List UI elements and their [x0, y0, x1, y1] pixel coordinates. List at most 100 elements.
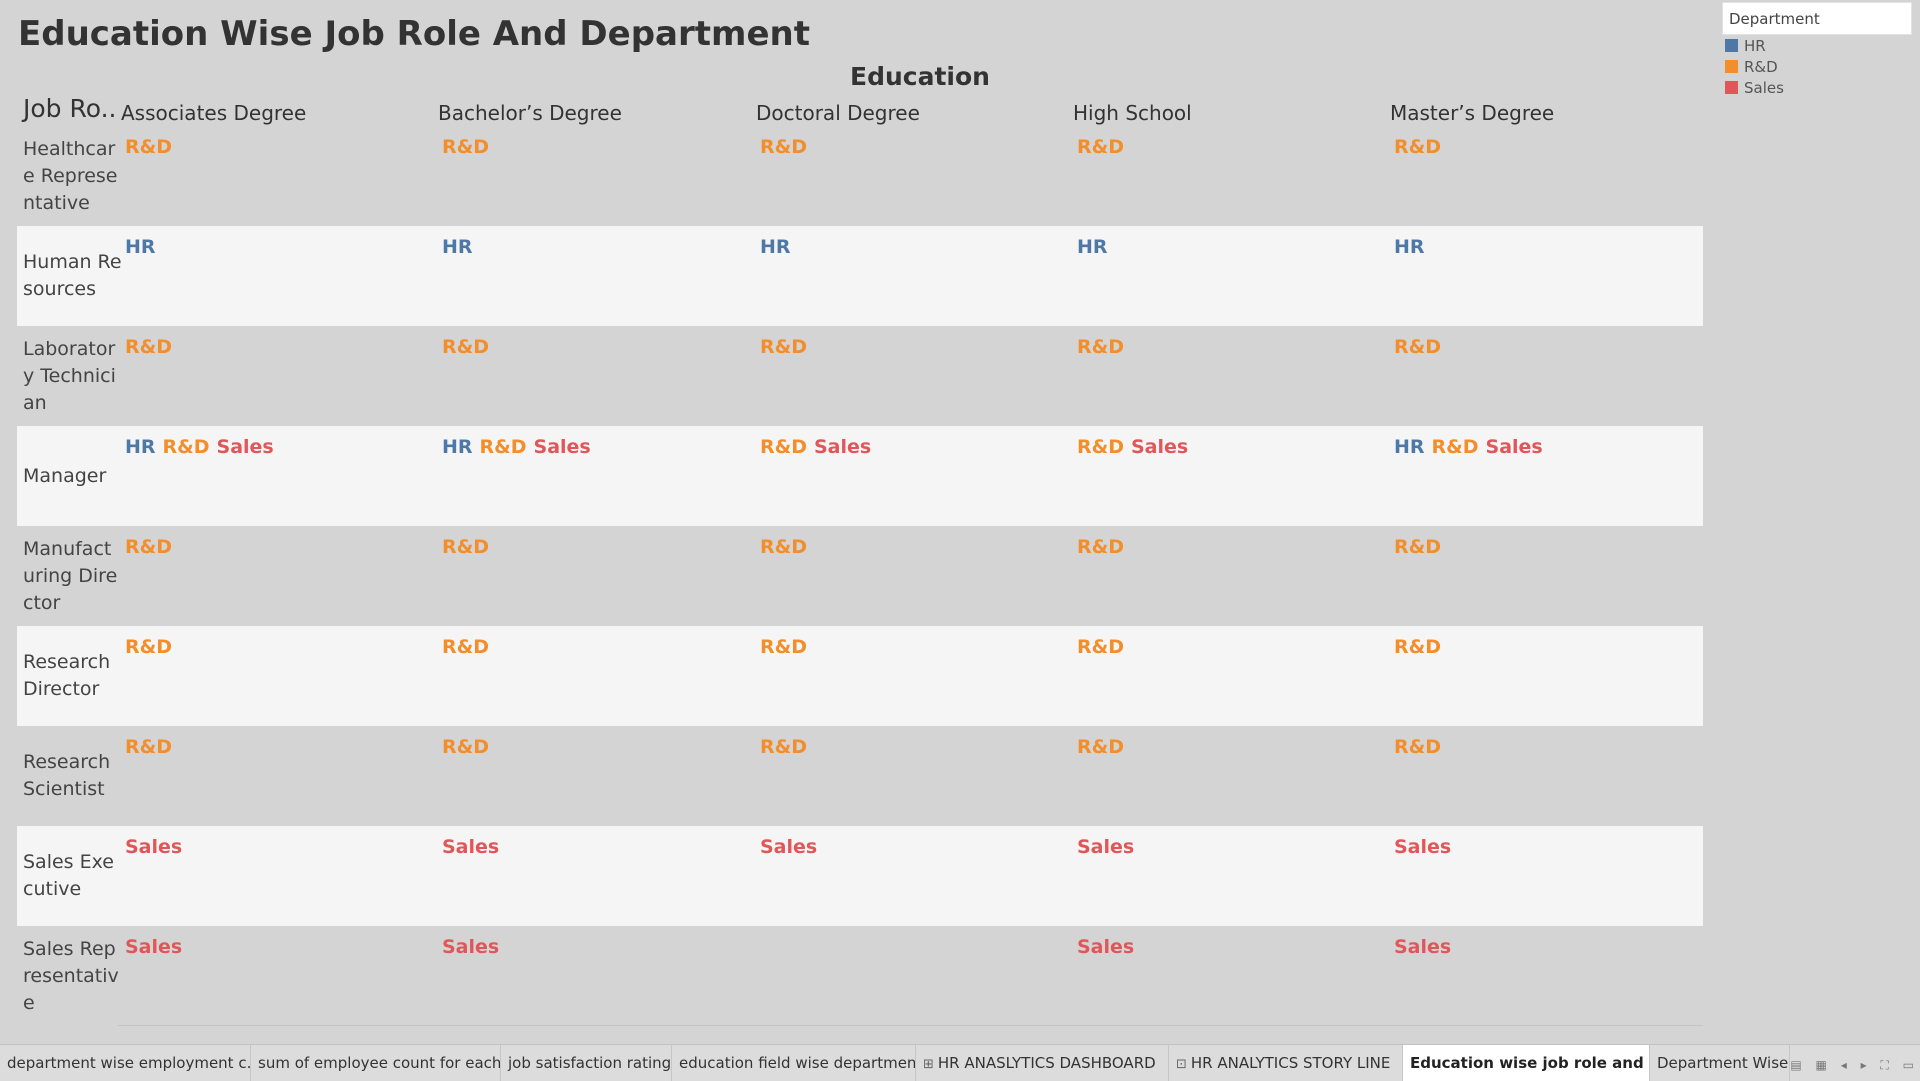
department-mark[interactable]: R&D	[760, 436, 807, 458]
sheet-tab[interactable]: ⊞ HR ANASLYTICS DASHBOARD	[916, 1045, 1169, 1081]
department-mark[interactable]: Sales	[216, 436, 274, 458]
department-mark[interactable]: R&D	[760, 636, 807, 658]
row-header[interactable]: Sales Representative	[23, 937, 119, 1014]
department-mark[interactable]: R&D	[760, 736, 807, 758]
department-mark[interactable]: R&D	[479, 436, 527, 458]
department-mark[interactable]: Sales	[1077, 836, 1135, 858]
department-mark[interactable]: R&D	[760, 536, 807, 558]
department-mark[interactable]: Sales	[760, 836, 818, 858]
row-header[interactable]: Sales Executive	[23, 851, 114, 900]
department-mark[interactable]: R&D	[442, 736, 489, 758]
department-mark[interactable]: R&D	[125, 736, 172, 758]
department-mark[interactable]: Sales	[125, 936, 183, 958]
department-mark[interactable]: R&D	[442, 136, 489, 158]
department-mark[interactable]: Sales	[813, 436, 872, 458]
next-tab-icon[interactable]: ▸	[1860, 1058, 1867, 1072]
department-mark[interactable]: HR	[125, 236, 156, 258]
legend-item[interactable]: R&D	[1725, 57, 1778, 77]
row-header[interactable]: Human Resources	[23, 251, 122, 300]
department-mark[interactable]: R&D	[1077, 536, 1124, 558]
table-cell: Sales	[1394, 836, 1458, 858]
department-mark[interactable]: HR	[442, 436, 473, 458]
department-mark[interactable]: Sales	[125, 836, 183, 858]
department-mark[interactable]: Sales	[533, 436, 591, 458]
department-mark[interactable]: Sales	[1394, 936, 1452, 958]
department-mark[interactable]: R&D	[1394, 736, 1441, 758]
department-mark[interactable]: Sales	[1394, 836, 1452, 858]
table-cell: R&D	[125, 536, 179, 558]
department-mark[interactable]: R&D	[125, 536, 172, 558]
department-mark[interactable]: R&D	[125, 136, 172, 158]
department-mark[interactable]: R&D	[1077, 336, 1124, 358]
filmstrip-icon[interactable]: ▦	[1815, 1058, 1827, 1072]
department-mark[interactable]: Sales	[1485, 436, 1543, 458]
row-header-title[interactable]: Job Ro..	[23, 94, 117, 123]
department-mark[interactable]: HR	[125, 436, 156, 458]
department-mark[interactable]: R&D	[442, 536, 489, 558]
sheet-tab[interactable]: education field wise department	[672, 1045, 916, 1081]
fullscreen-icon[interactable]: ⛶	[1880, 1058, 1889, 1072]
department-mark[interactable]: R&D	[125, 636, 172, 658]
sheet-tab[interactable]: Education wise job role and de...	[1403, 1045, 1650, 1081]
table-cell: Sales	[125, 836, 189, 858]
prev-tab-icon[interactable]: ◂	[1840, 1058, 1847, 1072]
department-mark[interactable]: R&D	[442, 636, 489, 658]
department-mark[interactable]: R&D	[1077, 736, 1124, 758]
sheet-tab[interactable]: job satisfaction rating	[501, 1045, 672, 1081]
department-mark[interactable]: R&D	[1394, 536, 1441, 558]
department-mark[interactable]: HR	[760, 236, 791, 258]
department-mark[interactable]: Sales	[1077, 936, 1135, 958]
sheet-tab-label: HR ANALYTICS STORY LINE	[1190, 1054, 1391, 1072]
table-cell: R&D	[1394, 736, 1448, 758]
column-header[interactable]: Bachelor’s Degree	[438, 101, 622, 125]
department-mark[interactable]: R&D	[1431, 436, 1479, 458]
sheet-tab[interactable]: department wise employment c...	[0, 1045, 251, 1081]
row-header[interactable]: Laboratory Technician	[23, 337, 116, 414]
sheet-tab[interactable]: sum of employee count for each ...	[251, 1045, 501, 1081]
column-header[interactable]: Master’s Degree	[1390, 101, 1555, 125]
department-mark[interactable]: R&D	[1394, 636, 1441, 658]
department-mark[interactable]: HR	[1077, 236, 1108, 258]
legend-title[interactable]: Department	[1722, 2, 1912, 35]
sheet-sorter-icon[interactable]: ▤	[1790, 1058, 1802, 1072]
table-cell: HR	[125, 236, 163, 258]
table-cell: R&D	[125, 636, 179, 658]
presentation-icon[interactable]: ▭	[1902, 1058, 1914, 1072]
table-cell: Sales	[1394, 936, 1458, 958]
legend-item[interactable]: HR	[1725, 36, 1766, 56]
department-mark[interactable]: R&D	[1077, 636, 1124, 658]
department-mark[interactable]: HR	[1394, 236, 1425, 258]
row-header[interactable]: Healthcare Representative	[23, 137, 118, 214]
department-mark[interactable]: Sales	[1130, 436, 1189, 458]
table-cell: HR	[442, 236, 480, 258]
table-row: Human Resources HR HR HR HR HR	[17, 226, 1703, 326]
table-cell: R&D	[1394, 636, 1448, 658]
row-header[interactable]: Manufacturing Director	[23, 537, 118, 614]
department-mark[interactable]: R&D	[760, 136, 807, 158]
department-mark[interactable]: HR	[1394, 436, 1425, 458]
table-row: Sales Executive Sales Sales Sales Sales Sales	[17, 826, 1703, 926]
column-header[interactable]: Doctoral Degree	[756, 101, 920, 125]
sheet-tab[interactable]: ⊡ HR ANALYTICS STORY LINE	[1169, 1045, 1403, 1081]
department-mark[interactable]: HR	[442, 236, 473, 258]
legend-item[interactable]: Sales	[1725, 78, 1784, 98]
department-mark[interactable]: R&D	[162, 436, 210, 458]
department-mark[interactable]: R&D	[1077, 136, 1124, 158]
department-mark[interactable]: Sales	[442, 936, 500, 958]
department-mark[interactable]: R&D	[1077, 436, 1124, 458]
department-mark[interactable]: R&D	[1394, 336, 1441, 358]
sheet-tab[interactable]: Department Wise	[1650, 1045, 1790, 1081]
table-cell: R&D	[125, 736, 179, 758]
table-row: Laboratory Technician R&D R&D R&D R&D R&D	[17, 326, 1703, 426]
column-header[interactable]: High School	[1073, 101, 1192, 125]
row-header[interactable]: Research Scientist	[23, 751, 111, 800]
department-mark[interactable]: Sales	[442, 836, 500, 858]
department-mark[interactable]: R&D	[760, 336, 807, 358]
table-cell: R&D	[1077, 336, 1131, 358]
department-mark[interactable]: R&D	[125, 336, 172, 358]
row-header[interactable]: Manager	[23, 464, 107, 487]
row-header[interactable]: Research Director	[23, 651, 111, 700]
column-header[interactable]: Associates Degree	[121, 101, 307, 125]
department-mark[interactable]: R&D	[442, 336, 489, 358]
department-mark[interactable]: R&D	[1394, 136, 1441, 158]
